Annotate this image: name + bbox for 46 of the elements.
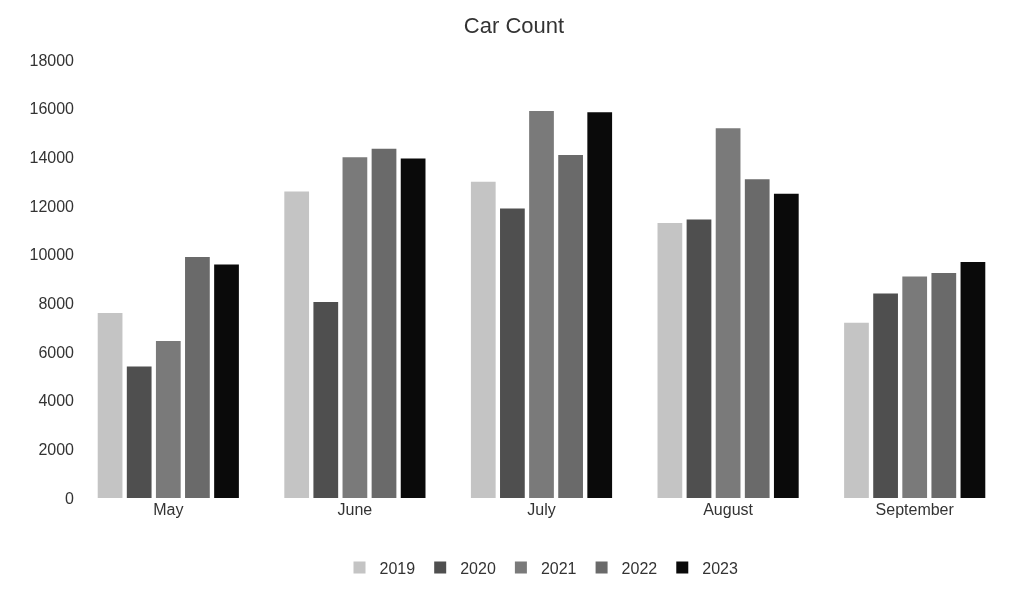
bar: [657, 223, 683, 498]
bar: [313, 302, 339, 498]
y-tick-label: 8000: [38, 294, 75, 312]
x-tick-label: August: [703, 501, 754, 518]
legend-label: 2020: [460, 559, 496, 577]
bar: [960, 261, 986, 498]
x-tick-label: September: [875, 501, 955, 518]
bar: [97, 313, 123, 498]
y-tick-label: 2000: [38, 440, 75, 458]
bar: [400, 158, 426, 498]
legend-label: 2021: [540, 559, 577, 577]
bar: [342, 157, 368, 498]
bar: [371, 148, 397, 498]
y-tick-label: 0: [65, 489, 75, 507]
y-tick-label: 4000: [38, 392, 75, 410]
bar: [587, 112, 613, 498]
chart-title: Car Count: [463, 13, 565, 39]
bar: [686, 219, 712, 498]
legend-label: 2022: [621, 559, 658, 577]
bar: [284, 191, 310, 498]
bar: [500, 208, 525, 498]
bar: [844, 322, 869, 498]
bar: [155, 341, 181, 498]
bar: [902, 276, 928, 498]
y-tick-label: 10000: [29, 246, 75, 264]
bar: [931, 272, 957, 498]
x-tick-label: July: [527, 501, 556, 518]
bar: [558, 154, 583, 498]
legend-label: 2023: [702, 559, 738, 577]
bar: [126, 366, 152, 498]
x-tick-label: May: [153, 501, 184, 518]
bar: [470, 181, 496, 498]
bar: [873, 293, 898, 498]
y-tick-label: 14000: [29, 148, 75, 166]
bar: [185, 257, 210, 498]
bar: [529, 111, 554, 498]
y-tick-label: 12000: [29, 197, 75, 215]
legend-label: 2019: [379, 559, 416, 577]
x-tick-label: June: [337, 501, 373, 518]
y-tick-label: 18000: [29, 51, 75, 69]
bar: [214, 264, 239, 498]
y-tick-label: 16000: [29, 100, 75, 118]
bar: [744, 179, 770, 498]
bar: [773, 193, 799, 498]
bar: [715, 128, 741, 498]
y-tick-label: 6000: [38, 343, 75, 361]
